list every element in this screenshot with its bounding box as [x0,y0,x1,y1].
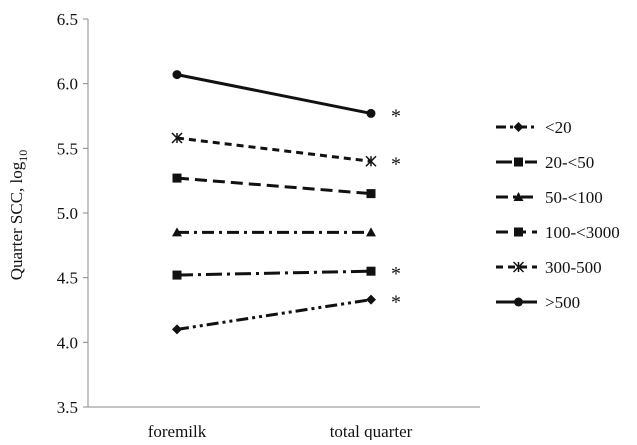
data-point [366,266,376,276]
legend-label: 300-500 [545,258,602,277]
data-point [172,70,182,80]
data-point [366,108,376,118]
series-line [176,73,372,115]
legend-item: 50-<100 [496,188,603,207]
data-point [172,227,182,237]
y-tick-label: 5.5 [57,139,78,158]
axes: 3.5 4.0 4.5 5.0 5.5 6.0 6.5 foremilk total quart… [57,10,480,441]
legend-marker [513,192,524,201]
legend-marker [514,227,523,237]
data-point [366,294,376,305]
y-tick-label: 5.0 [57,204,78,223]
significance-label: * [391,263,401,285]
legend-item: 20-<50 [496,153,594,172]
legend-marker [514,157,523,167]
y-tick-label: 6.5 [57,10,78,29]
series-line [176,136,372,163]
series-line [176,176,372,196]
series-6: * [172,70,401,127]
data-point [172,173,182,183]
significance-label: * [391,292,401,314]
series-1: * [172,292,401,335]
legend-label: >500 [545,293,580,312]
data-point [366,227,376,237]
significance-label: * [391,153,401,175]
y-tick-label: 6.0 [57,75,78,94]
series-line [176,298,372,331]
x-tick-label: total quarter [330,422,413,440]
data-point [365,155,377,167]
legend: <20 20-<50 50-<100 100-<3000 300-500 >500 [496,118,620,312]
y-tick-label: 3.5 [57,398,78,417]
legend-item: 100-<3000 [496,223,620,242]
legend-item: <20 [496,118,572,137]
series-4 [172,173,376,199]
legend-item: 300-500 [496,258,602,277]
legend-item: >500 [496,293,580,312]
y-tick-label: 4.5 [57,269,78,288]
significance-label: * [391,105,401,127]
legend-marker [512,261,525,273]
legend-label: 20-<50 [545,153,594,172]
y-axis-label: Quarter SCC, log10 [7,150,30,281]
series-3 [172,227,376,237]
legend-marker [513,122,524,132]
data-point [172,324,182,335]
series-5: * [171,132,401,175]
series-2: * [172,263,401,285]
data-point [172,270,182,280]
legend-label: 100-<3000 [545,223,620,242]
data-point [171,132,183,144]
legend-label: <20 [545,118,572,137]
y-tick-label: 4.0 [57,333,78,352]
data-point [366,189,376,199]
legend-marker [514,297,523,307]
series-lines: * * * * [171,70,401,335]
x-tick-label: foremilk [148,422,207,440]
legend-label: 50-<100 [545,188,603,207]
series-line [176,269,372,277]
